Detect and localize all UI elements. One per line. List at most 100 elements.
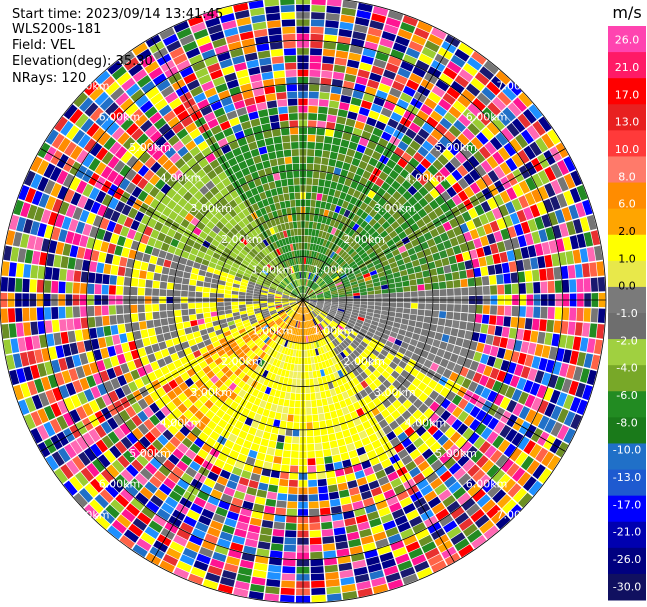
ppi-gate (527, 245, 537, 258)
ppi-gate (374, 330, 383, 337)
ppi-gate (305, 400, 312, 408)
ppi-gate (502, 478, 517, 493)
ppi-gate (327, 242, 334, 250)
ppi-gate (486, 504, 501, 519)
ppi-gate (332, 318, 340, 325)
ppi-gate (276, 318, 283, 325)
ppi-gate (406, 509, 420, 521)
ppi-gate (320, 223, 326, 231)
ppi-gate (252, 237, 259, 246)
ppi-gate (541, 133, 555, 149)
ppi-gate (329, 260, 336, 268)
ppi-gate (173, 567, 190, 580)
ppi-gate (568, 380, 579, 396)
ppi-gate (303, 314, 305, 322)
ppi-gate (40, 376, 52, 391)
ppi-gate (423, 192, 434, 204)
ppi-gate (289, 296, 297, 299)
ppi-gate (437, 154, 449, 166)
ppi-gate (317, 300, 325, 302)
ppi-gate (337, 555, 351, 564)
ppi-gate (520, 246, 530, 259)
ppi-gate (0, 277, 9, 292)
ppi-gate (309, 293, 316, 297)
ppi-gate (341, 330, 349, 337)
ppi-gate (234, 223, 242, 232)
ppi-gate (72, 380, 83, 394)
ppi-gate (113, 223, 123, 235)
ppi-gate (159, 289, 167, 297)
ppi-gate (288, 259, 293, 266)
ppi-gate (79, 97, 94, 113)
ppi-gate (336, 43, 350, 52)
ppi-gate (207, 565, 223, 576)
ppi-gate (411, 377, 422, 388)
ppi-gate (372, 277, 380, 283)
ppi-gate (253, 301, 260, 304)
ppi-gate (73, 92, 88, 108)
ppi-gate (256, 253, 264, 261)
ppi-gate (319, 322, 325, 330)
ppi-gate (337, 287, 345, 292)
ppi-gate (309, 515, 320, 523)
ppi-gate (463, 414, 475, 427)
ppi-gate (314, 326, 319, 333)
ppi-gate (338, 562, 353, 572)
ppi-gate (403, 256, 412, 264)
ppi-gate (346, 171, 355, 180)
ppi-gate (326, 315, 334, 321)
ppi-gate (318, 106, 328, 114)
ppi-gate (185, 466, 197, 478)
ppi-gate (317, 295, 324, 298)
ppi-gate (310, 551, 323, 560)
ppi-gate (533, 306, 541, 319)
ppi-gate (359, 414, 368, 424)
ppi-gate (273, 278, 281, 284)
ppi-gate (436, 242, 446, 252)
ppi-gate (22, 307, 30, 322)
ppi-gate (179, 257, 188, 265)
ppi-gate (295, 350, 299, 357)
ppi-gate (429, 147, 442, 159)
ppi-gate (312, 284, 319, 291)
ppi-gate (434, 483, 448, 496)
ppi-gate (236, 269, 245, 275)
ppi-gate (37, 362, 47, 377)
ppi-gate (381, 221, 391, 230)
ppi-gate (286, 171, 294, 179)
ppi-gate (557, 408, 569, 424)
ppi-gate (323, 289, 330, 293)
ppi-gate (323, 187, 330, 195)
ppi-gate (235, 255, 244, 263)
ppi-gate (408, 40, 424, 53)
ppi-gate (402, 280, 410, 287)
ppi-gate (271, 56, 284, 64)
ppi-gate (505, 157, 518, 172)
ppi-gate (287, 285, 293, 291)
ppi-gate (414, 27, 430, 40)
ppi-gate (407, 247, 416, 256)
ppi-gate (289, 349, 294, 357)
ppi-gate (337, 324, 345, 331)
ppi-gate (297, 306, 301, 313)
ppi-gate (30, 220, 40, 236)
ppi-gate (266, 579, 281, 588)
ppi-gate (418, 534, 433, 547)
ppi-gate (66, 269, 75, 282)
ppi-gate (432, 429, 444, 441)
ppi-gate (472, 97, 486, 112)
ppi-gate (596, 323, 605, 339)
ppi-gate (290, 334, 295, 342)
ppi-gate (354, 256, 362, 264)
ppi-gate (496, 370, 507, 383)
ppi-gate (319, 507, 331, 516)
ppi-gate (541, 372, 552, 386)
ppi-gate (274, 180, 282, 188)
ppi-gate (97, 337, 107, 349)
ppi-gate (229, 140, 240, 151)
ppi-gate (276, 308, 284, 313)
ppi-gate (456, 423, 469, 436)
ppi-gate (417, 356, 427, 365)
ppi-gate (212, 366, 221, 375)
ppi-gate (163, 332, 172, 341)
